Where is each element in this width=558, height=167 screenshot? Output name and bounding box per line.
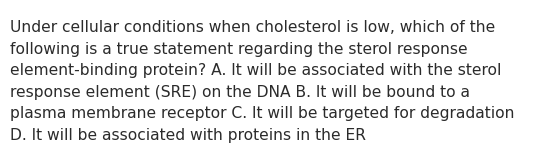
Text: Under cellular conditions when cholesterol is low, which of the
following is a t: Under cellular conditions when cholester…: [10, 20, 514, 143]
